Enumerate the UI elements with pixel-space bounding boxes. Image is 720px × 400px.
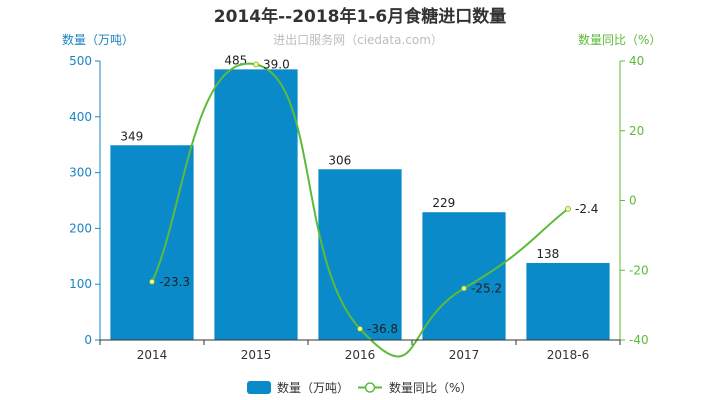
bars <box>110 69 610 341</box>
bar[interactable] <box>214 69 298 341</box>
y-left-tick-label: 400 <box>69 110 92 124</box>
yoy-point[interactable] <box>253 61 259 68</box>
bar-value-label: 138 <box>536 247 559 261</box>
bar-value-label: 229 <box>432 196 455 210</box>
legend-bar-label[interactable]: 数量（万吨） <box>277 380 349 395</box>
y-left-tick-label: 500 <box>69 54 92 68</box>
x-tick-label: 2014 <box>137 348 168 362</box>
y-left-label: 数量（万吨） <box>62 32 134 47</box>
bar[interactable] <box>318 169 402 340</box>
y-right-tick-label: -20 <box>629 263 649 277</box>
x-tick-label: 2016 <box>345 348 376 362</box>
bar-value-label: 306 <box>328 153 351 167</box>
legend-line-label[interactable]: 数量同比（%） <box>389 380 472 395</box>
watermark: 进出口服务网（ciedata.com） <box>273 32 443 47</box>
yoy-value-label: -36.8 <box>367 322 398 336</box>
y-right-tick-label: 40 <box>629 54 644 68</box>
yoy-line: -23.3 39.0 -36.8 -25.2 -2.4 <box>149 57 598 358</box>
legend-line-marker[interactable] <box>364 382 376 393</box>
yoy-value-label: -2.4 <box>575 202 598 216</box>
y-right-tick-label: -40 <box>629 333 649 347</box>
yoy-point[interactable] <box>149 278 155 285</box>
y-right-tick-label: 20 <box>629 124 644 138</box>
axes: 0 100 200 300 400 500 -40 -20 0 20 40 2014 2015 2016 2… <box>69 54 649 362</box>
yoy-value-label: 39.0 <box>263 57 290 71</box>
bar-value-label: 349 <box>120 129 143 143</box>
bar[interactable] <box>422 212 506 340</box>
bar-value-label: 485 <box>224 53 247 67</box>
chart-title: 2014年--2018年1-6月食糖进口数量 <box>214 6 506 27</box>
legend-bar-swatch[interactable] <box>247 381 271 394</box>
bar[interactable] <box>526 262 610 340</box>
yoy-value-label: -25.2 <box>471 281 502 295</box>
legend[interactable]: 数量（万吨） 数量同比（%） <box>247 380 472 395</box>
yoy-point[interactable] <box>357 325 363 332</box>
x-tick-label: 2017 <box>449 348 480 362</box>
y-left-tick-label: 200 <box>69 221 92 235</box>
x-tick-label: 2018-6 <box>547 348 590 362</box>
yoy-line-path <box>151 62 569 358</box>
y-left-tick-label: 0 <box>84 333 92 347</box>
yoy-point[interactable] <box>461 285 467 292</box>
bar[interactable] <box>110 145 194 340</box>
y-left-tick-label: 300 <box>69 166 92 180</box>
yoy-point[interactable] <box>565 205 571 212</box>
y-right-tick-label: 0 <box>629 194 637 208</box>
x-tick-label: 2015 <box>241 348 272 362</box>
yoy-value-label: -23.3 <box>159 275 190 289</box>
y-right-label: 数量同比（%） <box>578 32 661 47</box>
y-left-tick-label: 100 <box>69 277 92 291</box>
